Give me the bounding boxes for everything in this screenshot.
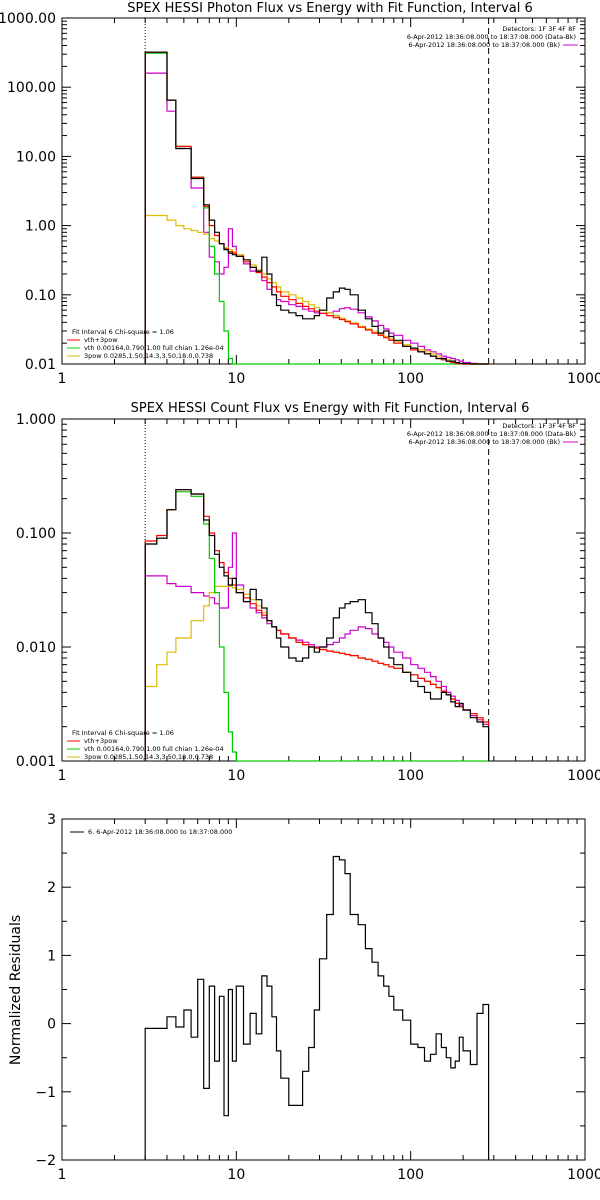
count-legend-sum: vth+3pow <box>84 737 118 745</box>
count-y-tick-label: 1.000 <box>16 412 56 428</box>
photon-y-tick-label: 1.00 <box>25 219 56 235</box>
count-y-tick-label: 0.100 <box>16 526 56 542</box>
residuals-frame <box>61 818 586 1161</box>
residuals-y-tick-label: 1 <box>47 948 56 964</box>
photon-legend-top-right: Detectors: 1F 3F 4F 8F 6-Apr-2012 18:36:… <box>407 25 578 49</box>
photon-plot-area: 1 10 100 1000 0.01 0.10 1.00 10.00 100.00 1000.00 <box>0 11 600 387</box>
count-series-vth <box>144 491 489 762</box>
count-series-vth-3pow <box>144 489 490 761</box>
count-series-data <box>144 489 490 761</box>
residuals-y-tick-label: 0 <box>47 1017 56 1033</box>
residuals-legend: 6. 6-Apr-2012 18:36:08.000 to 18:37:08.0… <box>70 828 232 836</box>
residuals-y-axis-label: Normalized Residuals <box>8 915 24 1065</box>
count-legend-detectors: Detectors: 1F 3F 4F 8F <box>502 422 576 430</box>
count-legend-data-interval: 6-Apr-2012 18:36:08.000 to 18:37:08.000 … <box>407 430 576 438</box>
photon-y-tick-label: 0.10 <box>25 288 56 304</box>
count-x-tick-label: 1000 <box>567 768 600 784</box>
count-frame <box>61 418 586 762</box>
count-y-tick-label: 0.010 <box>16 640 56 656</box>
count-legend-vth: vth 0.00164,0.790,1.00 full chian 1.26e-… <box>84 745 224 753</box>
count-x-tick-label: 1 <box>58 768 67 784</box>
photon-legend-data-interval: 6-Apr-2012 18:36:08.000 to 18:37:08.000 … <box>407 33 576 41</box>
photon-legend-3pow: 3pow 0.0285,1.50,14.3,3.50,18.0,0.738 <box>84 352 213 360</box>
count-series-3pow <box>144 585 490 761</box>
photon-y-tick-label: 10.00 <box>16 149 56 165</box>
photon-y-tick-label: 0.01 <box>25 357 56 373</box>
photon-legend-sum: vth+3pow <box>84 336 118 344</box>
residuals-x-tick-label: 1000 <box>567 1167 600 1183</box>
photon-y-tick-label: 1000.00 <box>0 11 56 27</box>
photon-series-3pow <box>144 214 489 365</box>
count-legend-bottom-left: Fit Interval 6 Chi-square = 1.06 vth+3po… <box>67 729 224 761</box>
photon-legend-bottom-left: Fit Interval 6 Chi-square = 1.06 vth+3po… <box>67 328 224 360</box>
photon-x-tick-label: 10 <box>227 371 245 387</box>
count-plot-area: 1 10 100 1000 0.001 0.010 0.100 1.000 <box>16 412 600 784</box>
residuals-x-tick-label: 100 <box>397 1167 424 1183</box>
count-y-tick-label: 0.001 <box>16 754 56 770</box>
photon-x-tick-label: 1 <box>58 371 67 387</box>
count-x-tick-label: 100 <box>397 768 424 784</box>
photon-frame <box>61 17 586 365</box>
photon-legend-detectors: Detectors: 1F 3F 4F 8F <box>502 25 576 33</box>
residuals-legend-label: 6. 6-Apr-2012 18:36:08.000 to 18:37:08.0… <box>88 828 232 836</box>
count-fit-summary: Fit Interval 6 Chi-square = 1.06 <box>72 729 174 737</box>
residuals-x-tick-label: 1 <box>58 1167 67 1183</box>
photon-y-tick-label: 100.00 <box>7 80 56 96</box>
photon-fit-summary: Fit Interval 6 Chi-square = 1.06 <box>72 328 174 336</box>
residuals-y-tick-label: −1 <box>35 1085 56 1101</box>
residuals-series-residuals <box>144 855 490 1160</box>
count-flux-panel: SPEX HESSI Count Flux vs Energy with Fit… <box>16 401 600 784</box>
photon-series-vth <box>144 52 489 365</box>
photon-series-data <box>144 51 489 365</box>
photon-x-tick-label: 1000 <box>567 371 600 387</box>
residuals-y-tick-label: −2 <box>35 1153 56 1169</box>
count-legend-bk-interval: 6-Apr-2012 18:36:08.000 to 18:37:08.000 … <box>409 438 560 446</box>
residuals-plot-area: 1 10 100 1000 −2 −1 0 1 2 3 <box>35 812 600 1183</box>
photon-chart-title: SPEX HESSI Photon Flux vs Energy with Fi… <box>127 1 533 16</box>
residuals-y-tick-label: 2 <box>47 880 56 896</box>
count-chart-title: SPEX HESSI Count Flux vs Energy with Fit… <box>131 401 530 416</box>
count-legend-top-right: Detectors: 1F 3F 4F 8F 6-Apr-2012 18:36:… <box>407 422 578 446</box>
count-legend-3pow: 3pow 0.0285,1.50,14.3,3.50,18.0,0.738 <box>84 753 213 761</box>
count-series-background <box>144 532 490 761</box>
photon-flux-panel: SPEX HESSI Photon Flux vs Energy with Fi… <box>0 1 600 387</box>
residuals-panel: Normalized Residuals 1 10 100 1000−2−10123 … <box>8 812 600 1183</box>
photon-legend-bk-interval: 6-Apr-2012 18:36:08.000 to 18:37:08.000 … <box>409 41 560 49</box>
photon-series-vth-3pow <box>144 51 489 365</box>
residuals-x-tick-label: 10 <box>227 1167 245 1183</box>
photon-legend-vth: vth 0.00164,0.790,1.00 full chian 1.26e-… <box>84 344 224 352</box>
count-x-tick-label: 10 <box>227 768 245 784</box>
photon-x-tick-label: 100 <box>397 371 424 387</box>
photon-series-background <box>144 72 489 365</box>
residuals-y-tick-label: 3 <box>47 812 56 828</box>
